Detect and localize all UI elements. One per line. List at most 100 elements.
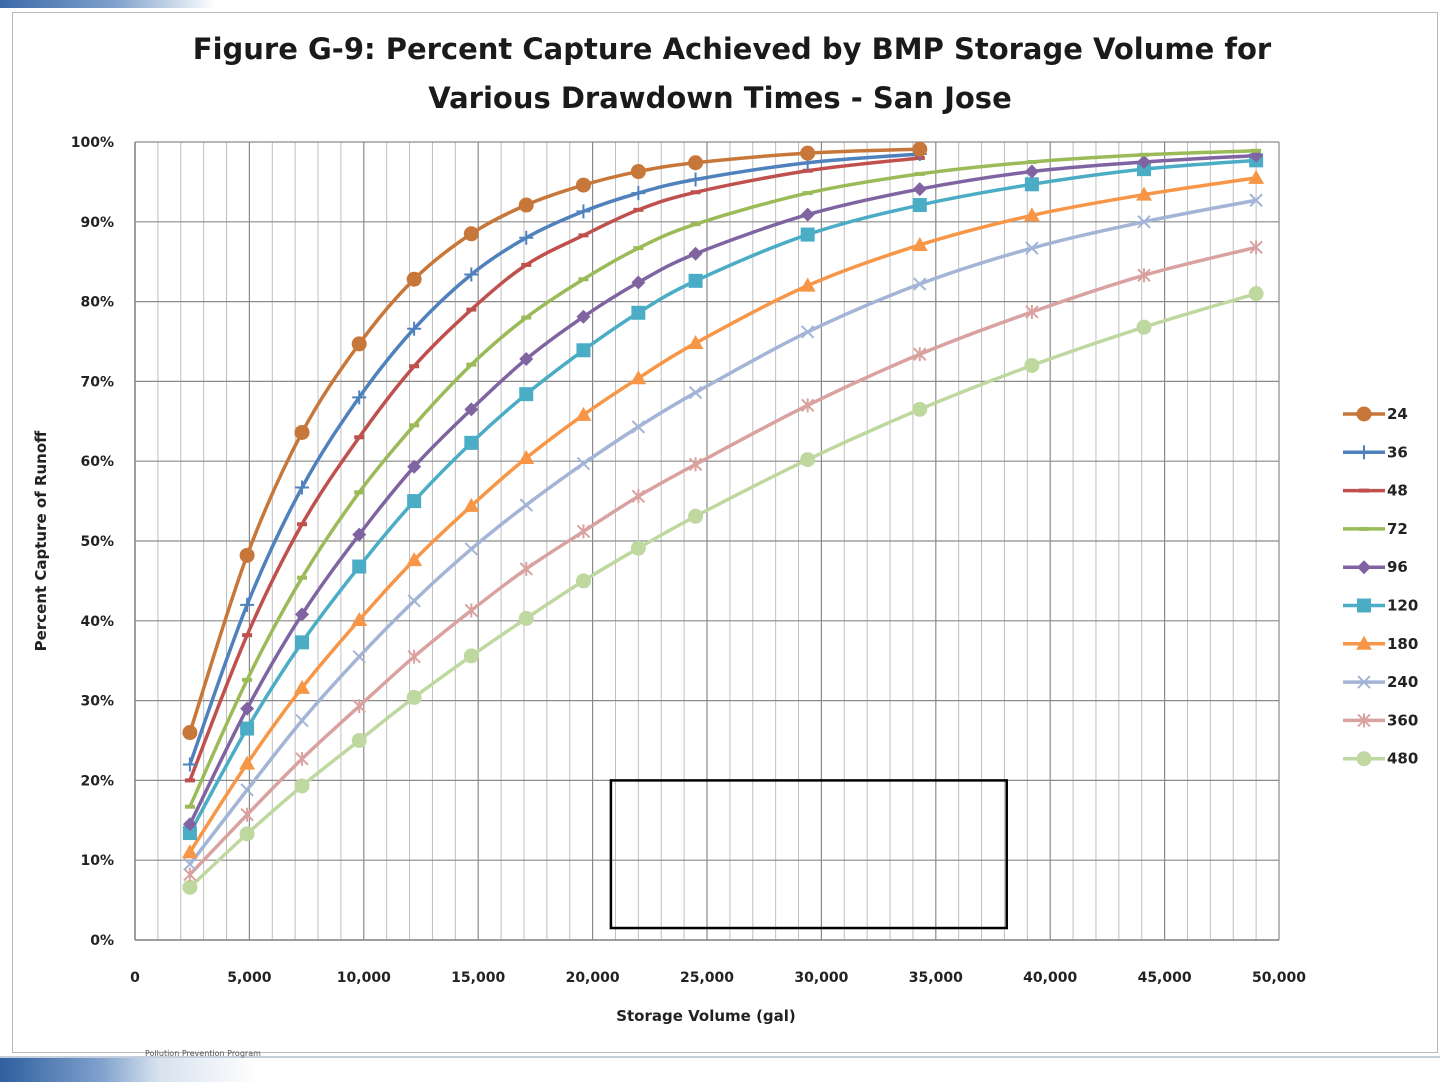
data-point-360 (464, 603, 479, 618)
legend-label-48: 48 (1387, 482, 1408, 500)
data-point-480 (912, 401, 928, 417)
data-point-72 (633, 246, 644, 251)
data-point-480 (294, 778, 310, 794)
data-point-480 (630, 540, 646, 556)
data-point-96 (688, 246, 703, 261)
legend-label-480: 480 (1387, 750, 1418, 768)
data-point-96 (912, 182, 927, 197)
data-point-36 (295, 480, 310, 495)
data-point-36 (240, 597, 255, 612)
data-point-360 (1137, 268, 1151, 283)
data-point-36 (519, 230, 534, 245)
legend-label-72: 72 (1387, 520, 1408, 538)
series-line-360 (188, 245, 1257, 876)
data-point-240 (913, 277, 927, 291)
data-point-24 (351, 336, 367, 352)
legend-marker-48 (1359, 488, 1369, 493)
data-point-24 (912, 141, 928, 157)
legend-marker-24 (1356, 406, 1372, 422)
footer-text: Pollution Prevention Program (145, 1049, 261, 1058)
data-point-24 (800, 145, 816, 161)
data-point-120 (631, 305, 646, 320)
data-point-36 (182, 757, 197, 772)
x-tick-label: 45,000 (1138, 970, 1192, 986)
data-point-180 (1023, 207, 1040, 222)
data-point-96 (407, 459, 422, 474)
data-point-240 (464, 542, 479, 556)
data-point-36 (464, 267, 479, 282)
data-point-240 (240, 783, 254, 797)
data-point-240 (183, 857, 197, 871)
series-line-48 (188, 156, 920, 782)
data-point-360 (295, 751, 309, 766)
data-point-360 (1025, 304, 1039, 319)
data-point-480 (575, 573, 591, 589)
data-point-120 (240, 721, 255, 736)
data-point-120 (352, 559, 367, 574)
data-point-180 (687, 335, 704, 350)
x-axis-title: Storage Volume (gal) (616, 1007, 796, 1025)
data-point-120 (688, 273, 703, 288)
y-tick-label: 30% (80, 694, 114, 710)
y-tick-label: 100% (71, 135, 114, 151)
data-point-480 (239, 826, 255, 842)
data-point-480 (351, 733, 367, 748)
x-tick-label: 30,000 (794, 970, 848, 986)
data-point-48 (354, 435, 365, 440)
data-point-360 (407, 649, 421, 664)
series-line-180 (188, 176, 1257, 854)
data-point-96 (631, 275, 646, 290)
data-point-360 (240, 807, 254, 822)
data-point-120 (407, 494, 422, 509)
data-point-480 (182, 879, 198, 895)
data-point-180 (518, 450, 535, 465)
data-point-48 (633, 207, 644, 212)
data-point-120 (295, 635, 310, 650)
legend-marker-120 (1357, 598, 1371, 613)
legend-label-120: 120 (1387, 597, 1418, 615)
data-point-240 (407, 594, 421, 608)
data-point-72 (409, 423, 420, 428)
data-point-96 (240, 701, 255, 716)
data-point-180 (1136, 186, 1153, 201)
legend-label-180: 180 (1387, 635, 1418, 653)
legend-label-36: 36 (1387, 443, 1408, 461)
data-point-24 (182, 725, 198, 741)
data-point-96 (519, 352, 534, 367)
data-point-360 (913, 347, 927, 362)
data-point-48 (242, 633, 253, 638)
data-point-96 (182, 817, 197, 832)
series-line-240 (188, 198, 1257, 866)
data-point-480 (800, 452, 816, 468)
data-point-240 (576, 456, 591, 471)
data-point-24 (518, 197, 534, 213)
data-point-360 (576, 524, 591, 539)
data-point-36 (407, 321, 422, 336)
data-point-36 (576, 204, 591, 219)
x-tick-label: 25,000 (680, 970, 734, 986)
chart-subtitle: Various Drawdown Times - San Jose (428, 81, 1011, 115)
x-tick-label: 20,000 (566, 970, 620, 986)
data-point-96 (800, 207, 815, 222)
legend-label-240: 240 (1387, 673, 1418, 691)
data-point-480 (1136, 319, 1152, 335)
data-point-72 (690, 222, 701, 227)
data-point-240 (295, 713, 309, 728)
data-point-36 (352, 390, 367, 405)
y-axis-title: Percent Capture of Runoff (32, 430, 50, 651)
data-point-36 (688, 172, 703, 187)
x-tick-label: 50,000 (1252, 970, 1306, 986)
data-point-24 (239, 547, 255, 563)
legend: 24 36 48 72 96 120 180 240 360 480 (1343, 405, 1418, 768)
y-tick-label: 10% (80, 853, 114, 869)
data-point-72 (466, 362, 477, 367)
data-point-48 (690, 190, 701, 195)
data-point-180 (239, 755, 256, 770)
data-point-96 (1137, 154, 1152, 169)
data-point-48 (802, 168, 813, 173)
data-point-480 (406, 689, 422, 705)
legend-label-24: 24 (1387, 405, 1408, 423)
data-point-240 (1025, 241, 1039, 255)
data-point-36 (631, 186, 646, 201)
